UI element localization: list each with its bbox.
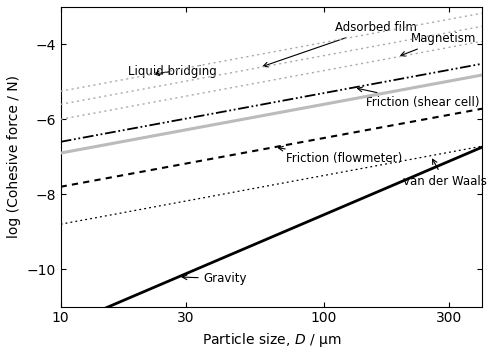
Text: Adsorbed film: Adsorbed film	[263, 21, 416, 67]
Text: van der Waals: van der Waals	[403, 159, 486, 188]
Text: Magnetism: Magnetism	[400, 32, 476, 56]
Text: Liquid bridging: Liquid bridging	[128, 65, 216, 78]
Text: Friction (shear cell): Friction (shear cell)	[358, 87, 480, 109]
Text: Friction (flowmeter): Friction (flowmeter)	[278, 146, 402, 165]
Text: Gravity: Gravity	[182, 272, 247, 285]
X-axis label: Particle size, $D$ / μm: Particle size, $D$ / μm	[202, 331, 341, 349]
Y-axis label: log (Cohesive force / N): log (Cohesive force / N)	[7, 75, 21, 238]
